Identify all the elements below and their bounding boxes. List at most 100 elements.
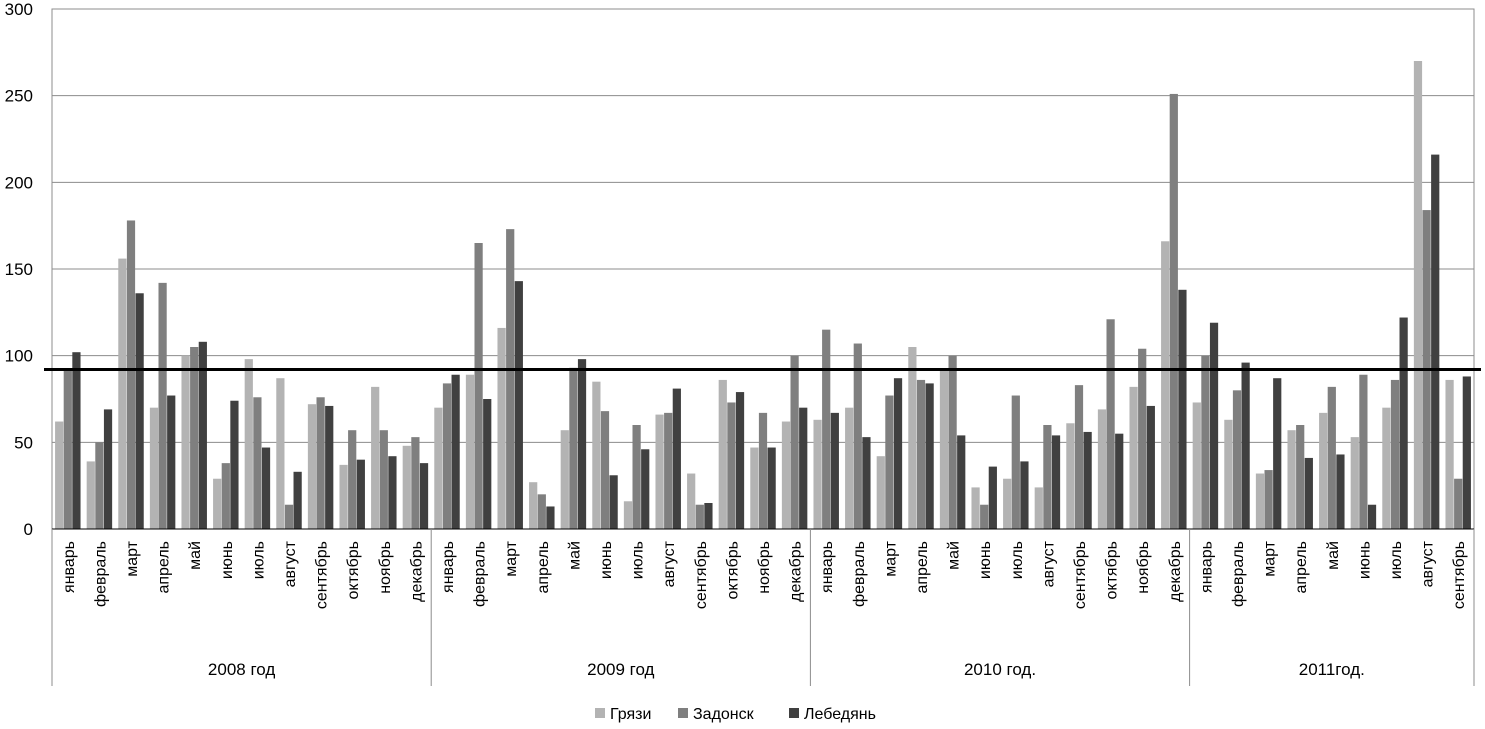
group-label-4: 2011год.: [1299, 660, 1365, 679]
legend-swatch-3: [789, 708, 799, 718]
bar-3-44: [1431, 154, 1440, 529]
bar-3-26: [862, 437, 871, 529]
bar-3-39: [1273, 378, 1282, 529]
month-label-20: август: [661, 540, 678, 587]
bar-3-41: [1336, 454, 1345, 529]
bar-2-41: [1327, 386, 1336, 529]
month-label-2: февраль: [92, 541, 109, 607]
month-label-35: ноябрь: [1135, 541, 1152, 594]
bar-2-13: [442, 383, 452, 529]
bar-2-8: [284, 504, 294, 529]
bar-1-26: [845, 407, 854, 529]
bar-1-31: [1003, 478, 1012, 529]
bar-3-25: [830, 412, 839, 529]
bar-2-24: [790, 355, 799, 529]
month-label-22: октябрь: [724, 541, 741, 599]
month-label-29: май: [946, 541, 963, 570]
month-label-16: апрель: [535, 541, 552, 594]
month-label-6: июнь: [219, 541, 236, 579]
bar-2-19: [632, 425, 641, 529]
bar-3-22: [735, 392, 745, 529]
bar-2-28: [916, 379, 926, 529]
bar-2-10: [348, 430, 357, 529]
bar-1-33: [1066, 423, 1075, 529]
bar-3-43: [1399, 317, 1408, 529]
bar-3-19: [641, 449, 650, 529]
bar-2-12: [411, 437, 420, 529]
bar-1-30: [971, 487, 980, 529]
bar-1-45: [1445, 379, 1454, 529]
bar-2-22: [727, 402, 736, 529]
bar-3-33: [1083, 431, 1092, 529]
bars: [55, 61, 1471, 530]
month-label-33: сентябрь: [1072, 541, 1089, 609]
bar-3-37: [1209, 322, 1219, 529]
bar-3-3: [135, 293, 144, 529]
bar-2-26: [853, 343, 862, 529]
bar-3-16: [546, 506, 555, 529]
legend-swatch-1: [595, 708, 605, 718]
month-label-3: март: [124, 540, 141, 576]
bar-2-4: [158, 282, 167, 529]
y-tick-label-200: 200: [5, 173, 33, 192]
y-tick-label-250: 250: [5, 87, 33, 106]
bar-2-23: [758, 412, 768, 529]
bar-1-7: [244, 359, 253, 529]
legend-label-1: Грязи: [610, 706, 651, 723]
bar-3-42: [1367, 504, 1377, 529]
bar-2-42: [1359, 374, 1368, 529]
bar-3-27: [893, 378, 903, 529]
bar-1-1: [55, 421, 64, 529]
bar-1-4: [149, 407, 159, 529]
bar-1-16: [529, 482, 538, 529]
bar-1-19: [623, 501, 633, 529]
group-label-1: 2008 год: [208, 660, 275, 679]
bar-2-27: [885, 395, 894, 529]
bar-1-3: [118, 258, 127, 529]
month-label-21: сентябрь: [693, 541, 710, 609]
bar-3-35: [1146, 405, 1155, 529]
bar-2-30: [980, 504, 989, 529]
bar-2-14: [474, 243, 483, 529]
month-label-1: январь: [61, 541, 78, 593]
bar-2-2: [95, 442, 104, 529]
month-label-37: январь: [1198, 541, 1215, 593]
y-tick-label-150: 150: [5, 260, 33, 279]
bar-1-2: [86, 461, 95, 529]
month-label-26: февраль: [851, 541, 868, 607]
bar-2-1: [63, 369, 72, 529]
bar-3-17: [577, 359, 587, 529]
bar-3-14: [483, 399, 492, 529]
month-label-14: февраль: [472, 541, 489, 607]
legend: Грязи Задонск Лебедянь: [595, 706, 876, 723]
bar-3-8: [293, 471, 302, 529]
month-label-44: август: [1420, 540, 1437, 587]
month-label-31: июль: [1009, 541, 1026, 579]
bar-2-29: [948, 355, 957, 529]
bar-1-11: [371, 386, 380, 529]
bar-3-5: [198, 341, 207, 529]
month-label-8: август: [282, 540, 299, 587]
bar-1-41: [1319, 412, 1328, 529]
bar-3-30: [988, 466, 997, 529]
month-label-28: апрель: [914, 541, 931, 594]
bar-2-7: [253, 397, 262, 529]
month-label-10: октябрь: [345, 541, 362, 599]
bar-2-21: [695, 504, 704, 529]
bar-1-24: [781, 421, 791, 529]
bar-1-25: [813, 419, 822, 529]
bar-2-15: [506, 229, 515, 529]
y-tick-label-50: 50: [14, 433, 33, 452]
bar-3-18: [609, 475, 618, 529]
legend-label-3: Лебедянь: [804, 706, 876, 723]
y-tick-label-100: 100: [5, 347, 33, 366]
bar-1-38: [1224, 419, 1233, 529]
bar-1-13: [434, 407, 443, 529]
month-label-45: сентябрь: [1451, 541, 1468, 609]
bar-2-3: [126, 220, 136, 529]
month-label-36: декабрь: [1167, 541, 1184, 602]
bar-1-9: [307, 404, 317, 529]
bar-2-45: [1454, 478, 1463, 529]
bar-3-32: [1051, 435, 1061, 529]
bar-3-38: [1241, 362, 1250, 529]
